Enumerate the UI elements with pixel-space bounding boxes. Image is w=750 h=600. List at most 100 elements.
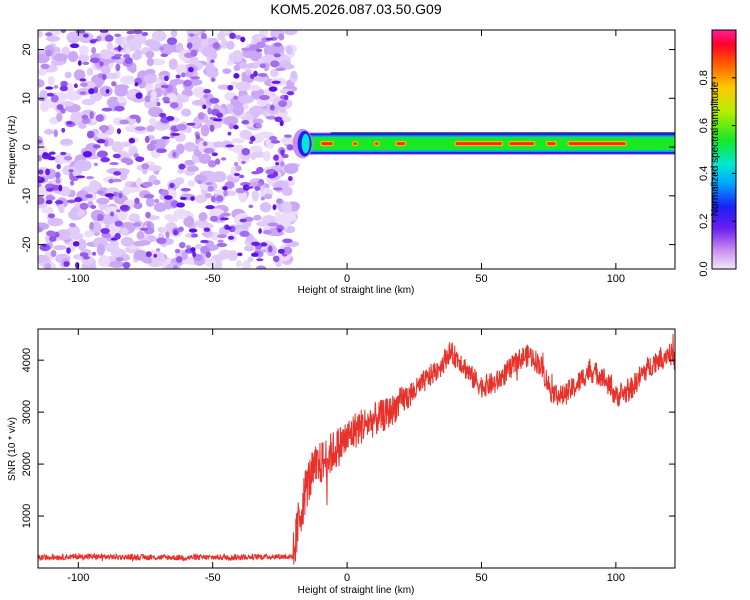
noise-blob [82, 33, 89, 38]
noise-blob [269, 68, 279, 78]
band-peak-segment [353, 142, 357, 146]
noise-blob [120, 227, 129, 236]
noise-blob [55, 178, 61, 184]
colorbar-frame [711, 29, 737, 270]
noise-blob [238, 94, 255, 104]
noise-blob [176, 42, 184, 53]
noise-blob [79, 202, 89, 210]
noise-blob [192, 251, 197, 258]
noise-blob [43, 129, 55, 135]
band-peak-segment [509, 142, 535, 146]
noise-blob [163, 100, 171, 104]
noise-blob [164, 198, 173, 210]
colorbar-tick-label: 0.0 [698, 261, 710, 276]
noise-blob [178, 163, 186, 170]
noise-blob [102, 213, 114, 226]
noise-blob [187, 180, 196, 187]
noise-blob [151, 30, 167, 42]
noise-blob [159, 138, 166, 146]
noise-blob [269, 136, 278, 141]
noise-blob [273, 53, 281, 58]
noise-blob [169, 102, 179, 109]
noise-blob [216, 242, 228, 248]
noise-blob [180, 108, 192, 117]
noise-blob [66, 199, 77, 204]
noise-blob [257, 73, 268, 77]
noise-blob [89, 221, 94, 230]
noise-blob [278, 100, 287, 108]
noise-blob [117, 45, 122, 52]
noise-blob [67, 50, 79, 63]
noise-blob [41, 206, 54, 214]
noise-blob [119, 204, 129, 211]
noise-blob [231, 138, 245, 144]
noise-blob [227, 235, 235, 240]
noise-blob [228, 52, 239, 62]
noise-blob [116, 209, 121, 213]
noise-blob [198, 211, 208, 222]
noise-blob [222, 186, 228, 191]
noise-blob [283, 134, 292, 138]
noise-blob [113, 171, 122, 176]
noise-blob [114, 233, 121, 240]
noise-blob [190, 49, 198, 57]
noise-blob [79, 45, 89, 56]
noise-blob [74, 159, 91, 172]
noise-blob [114, 85, 128, 97]
noise-blob [42, 152, 49, 157]
noise-blob [161, 136, 171, 140]
noise-blob [165, 231, 170, 239]
noise-blob [230, 166, 237, 178]
noise-blob [216, 112, 223, 118]
noise-blob [104, 193, 115, 198]
noise-blob [104, 72, 119, 80]
noise-blob [96, 197, 110, 205]
noise-blob [172, 264, 178, 269]
noise-blob [269, 104, 275, 111]
noise-blob [64, 71, 72, 79]
noise-blob [215, 195, 224, 202]
noise-blob [277, 248, 285, 254]
noise-blob [205, 205, 215, 210]
noise-blob [249, 136, 256, 142]
noise-blob [73, 83, 78, 89]
noise-blob [108, 178, 114, 184]
noise-blob [53, 129, 58, 138]
noise-blob [136, 230, 145, 240]
spectrogram-xtick-label: -50 [205, 273, 221, 285]
spectrogram-y-axis-label: Frequency (Hz) [7, 116, 18, 185]
noise-blob [145, 196, 155, 208]
spectrogram-xtick-label: 50 [475, 273, 487, 285]
noise-blob [135, 156, 145, 162]
noise-blob [63, 155, 73, 161]
noise-blob [78, 32, 94, 44]
noise-blob [179, 196, 187, 200]
noise-blob [39, 244, 51, 252]
noise-blob [256, 258, 264, 262]
snr-frame [37, 328, 676, 569]
noise-blob [217, 239, 224, 243]
noise-blob [234, 161, 239, 167]
noise-blob [96, 139, 106, 144]
noise-blob [176, 143, 185, 155]
noise-blob [228, 123, 234, 130]
noise-blob [251, 170, 261, 175]
noise-blob [75, 175, 86, 179]
noise-blob [38, 68, 48, 76]
noise-blob [171, 200, 178, 207]
noise-blob [96, 132, 109, 139]
noise-blob [119, 119, 130, 125]
noise-blob [160, 84, 169, 89]
noise-blob [38, 139, 43, 144]
noise-blob [202, 229, 213, 239]
noise-blob [129, 114, 140, 120]
noise-blob [150, 140, 157, 145]
noise-blob [241, 119, 250, 125]
noise-blob [100, 227, 110, 234]
noise-blob [282, 201, 293, 214]
noise-blob [56, 104, 64, 111]
noise-blob [243, 245, 255, 252]
noise-blob [239, 62, 248, 69]
band-peak-segment [455, 142, 502, 146]
noise-blob [145, 50, 155, 59]
